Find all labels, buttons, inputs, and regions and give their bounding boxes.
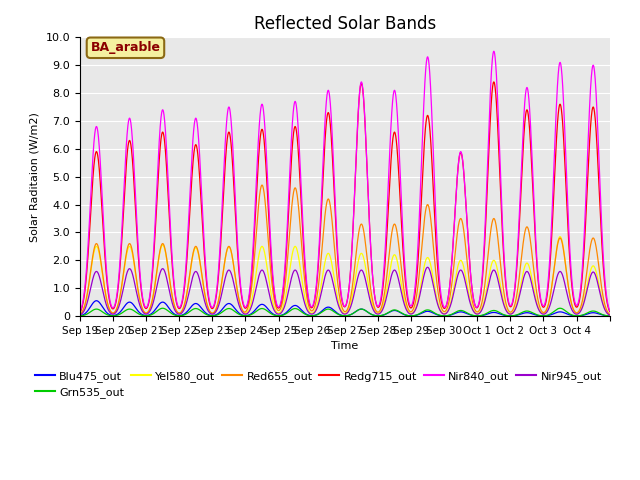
Nir945_out — [525, 271, 532, 276]
Nir840_out — [184, 222, 192, 228]
Redg715_out — [493, 112, 501, 118]
Legend: Blu475_out, Grn535_out, Yel580_out, Red655_out, Redg715_out, Nir840_out, Nir945_: Blu475_out, Grn535_out, Yel580_out, Red6… — [30, 366, 606, 402]
Grn535_out — [556, 305, 564, 311]
Redg715_out — [606, 309, 614, 314]
Redg715_out — [76, 310, 84, 315]
Line: Nir945_out: Nir945_out — [80, 267, 610, 315]
Yel580_out — [600, 303, 608, 309]
Red655_out — [525, 228, 532, 234]
Yel580_out — [76, 312, 84, 317]
Nir945_out — [76, 312, 84, 318]
Nir945_out — [600, 304, 608, 310]
Line: Blu475_out: Blu475_out — [80, 301, 610, 316]
Nir840_out — [460, 162, 467, 168]
Nir840_out — [525, 96, 532, 102]
Redg715_out — [490, 79, 498, 85]
Nir945_out — [606, 312, 614, 318]
Grn535_out — [493, 308, 500, 314]
Grn535_out — [606, 313, 614, 319]
Blu475_out — [185, 307, 193, 313]
Blu475_out — [413, 312, 420, 318]
Redg715_out — [525, 118, 532, 123]
Blu475_out — [606, 313, 614, 319]
Nir840_out — [490, 48, 498, 54]
Blu475_out — [525, 310, 532, 316]
Grn535_out — [76, 313, 84, 319]
Nir945_out — [424, 264, 431, 270]
Grn535_out — [525, 308, 532, 314]
Line: Grn535_out: Grn535_out — [80, 308, 610, 316]
Line: Red655_out: Red655_out — [80, 185, 610, 314]
Line: Redg715_out: Redg715_out — [80, 82, 610, 312]
Red655_out — [600, 298, 608, 304]
Yel580_out — [525, 263, 532, 268]
Nir945_out — [460, 271, 467, 277]
Nir840_out — [76, 309, 84, 315]
Blu475_out — [460, 310, 467, 315]
Red655_out — [184, 281, 192, 287]
Redg715_out — [413, 278, 420, 284]
Nir840_out — [600, 264, 608, 270]
Redg715_out — [600, 272, 608, 278]
Yel580_out — [606, 312, 614, 318]
Nir840_out — [413, 268, 420, 274]
Grn535_out — [184, 310, 192, 315]
Nir840_out — [606, 308, 614, 313]
Blu475_out — [600, 312, 608, 318]
Yel580_out — [184, 282, 192, 288]
Blu475_out — [76, 313, 84, 319]
Line: Yel580_out: Yel580_out — [80, 237, 610, 315]
Nir840_out — [493, 85, 501, 91]
Red655_out — [460, 225, 467, 230]
Nir945_out — [413, 305, 420, 311]
Red655_out — [493, 229, 501, 235]
Redg715_out — [460, 163, 467, 168]
Yel580_out — [413, 303, 420, 309]
Redg715_out — [184, 234, 192, 240]
Yel580_out — [556, 234, 564, 240]
Nir945_out — [493, 274, 501, 279]
Grn535_out — [460, 308, 467, 314]
Blu475_out — [93, 298, 100, 304]
Red655_out — [413, 293, 420, 299]
Yel580_out — [460, 262, 467, 268]
Grn535_out — [413, 312, 420, 318]
Red655_out — [76, 312, 84, 317]
Grn535_out — [600, 312, 608, 318]
Title: Reflected Solar Bands: Reflected Solar Bands — [253, 15, 436, 33]
Text: BA_arable: BA_arable — [90, 41, 161, 54]
Yel580_out — [493, 264, 500, 270]
Blu475_out — [493, 310, 501, 316]
X-axis label: Time: Time — [331, 341, 358, 351]
Red655_out — [258, 182, 266, 188]
Y-axis label: Solar Raditaion (W/m2): Solar Raditaion (W/m2) — [30, 112, 40, 241]
Nir945_out — [184, 293, 192, 299]
Red655_out — [606, 312, 614, 317]
Line: Nir840_out: Nir840_out — [80, 51, 610, 312]
